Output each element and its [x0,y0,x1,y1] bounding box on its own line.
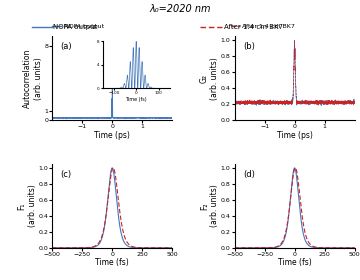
Text: (d): (d) [243,170,255,179]
X-axis label: Time (fs): Time (fs) [278,258,311,267]
Text: λ₀=2020 nm: λ₀=2020 nm [149,4,211,14]
Y-axis label: F₂
(arb. units): F₂ (arb. units) [200,185,219,227]
X-axis label: Time (ps): Time (ps) [94,131,130,140]
Text: NOPA output: NOPA output [53,24,98,30]
Text: (a): (a) [60,42,72,51]
X-axis label: Time (ps): Time (ps) [277,131,312,140]
Y-axis label: F₁
(arb. units): F₁ (arb. units) [17,185,37,227]
Text: (c): (c) [60,170,72,179]
X-axis label: Time (fs): Time (fs) [95,258,129,267]
Y-axis label: G₂
(arb. units): G₂ (arb. units) [200,57,219,100]
Text: (b): (b) [243,42,255,51]
Text: After 1.4 cm BK7: After 1.4 cm BK7 [224,24,283,30]
Y-axis label: Autocorrelation
(arb. units): Autocorrelation (arb. units) [23,49,43,108]
Legend: NOPA output: NOPA output [49,21,106,31]
Legend: After 1.4 cm BK7: After 1.4 cm BK7 [228,21,298,31]
